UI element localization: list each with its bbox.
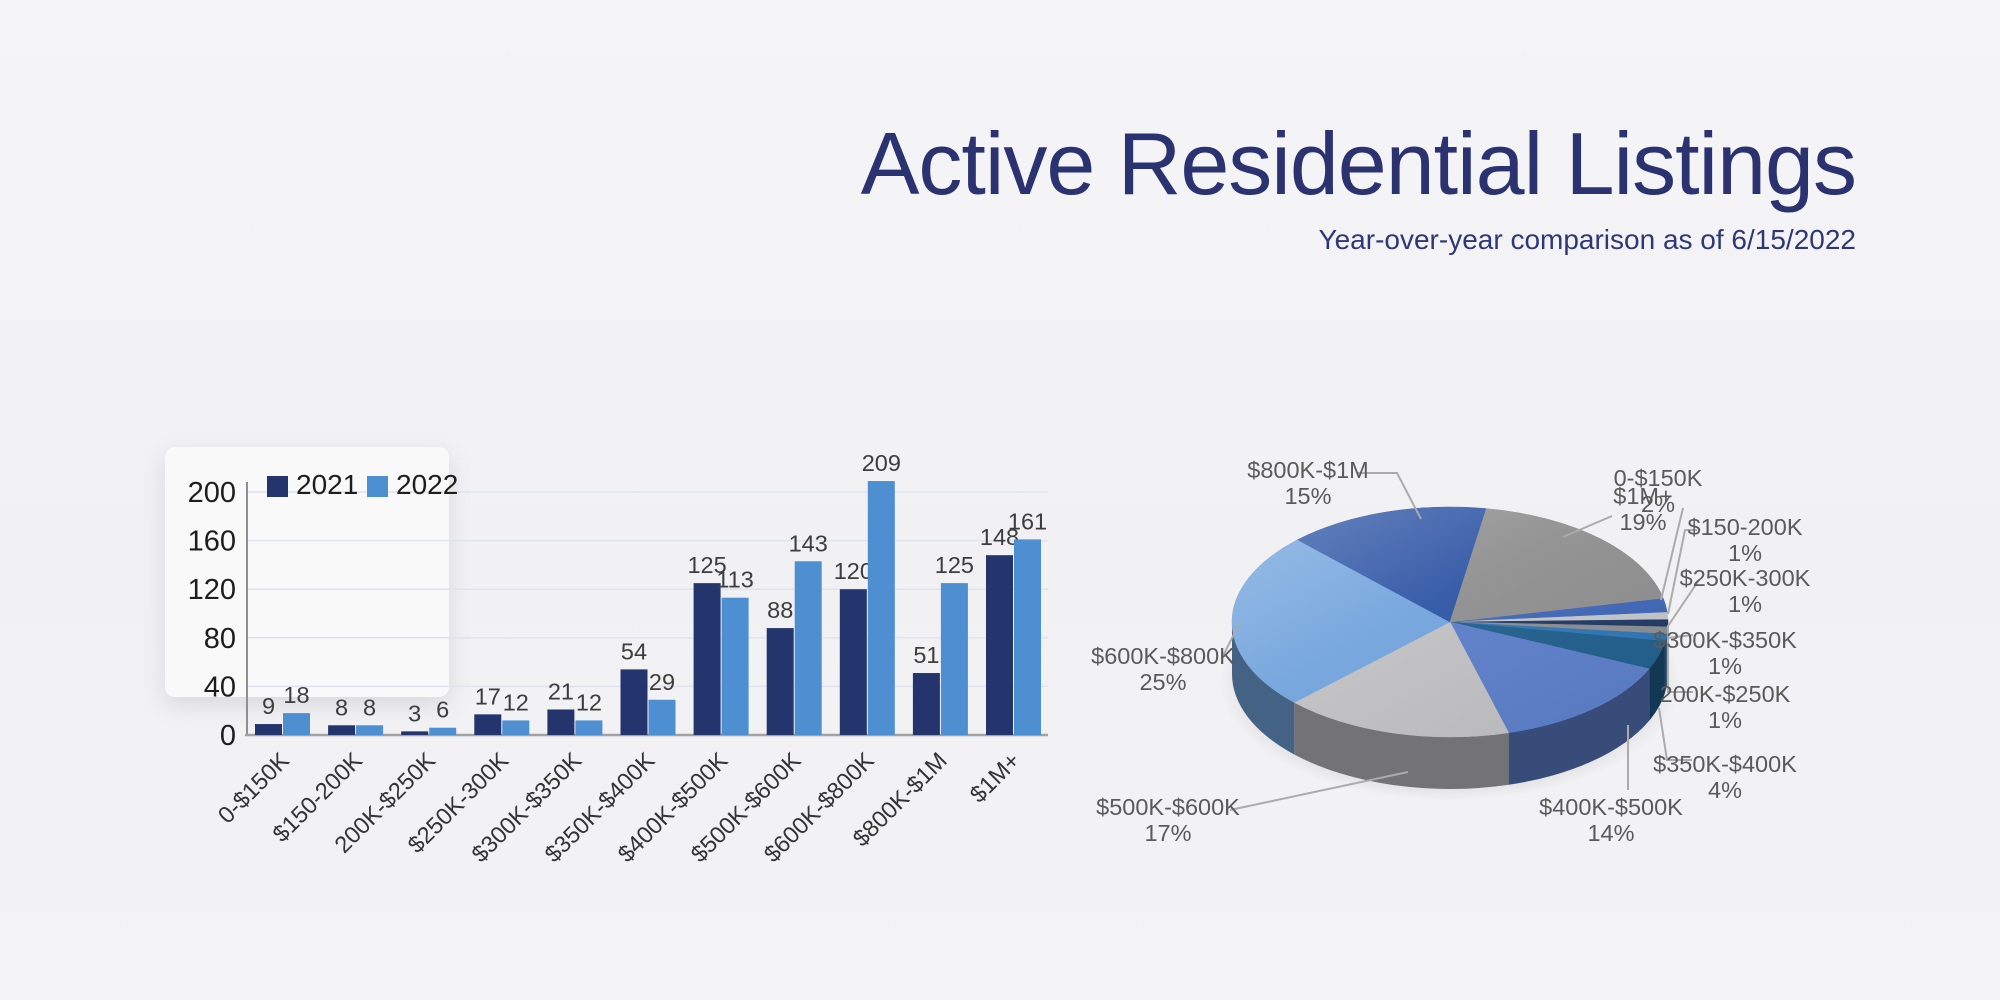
bar-value-label: 54 bbox=[621, 638, 647, 664]
bar bbox=[328, 725, 356, 735]
bar bbox=[766, 628, 794, 735]
bar-value-label: 51 bbox=[913, 642, 939, 668]
bar bbox=[986, 555, 1013, 735]
legend-label: 2022 bbox=[396, 469, 458, 500]
bar-value-label: 120 bbox=[834, 558, 873, 584]
y-tick-label: 160 bbox=[188, 526, 236, 558]
leader-line bbox=[1667, 579, 1700, 627]
pie-slice-label: $600K-$800K bbox=[1091, 643, 1235, 669]
pie-chart: 0-$150K2%$150-200K1%200K-$250K1%$250K-30… bbox=[1091, 457, 1811, 846]
bar-chart-backdrop bbox=[165, 447, 449, 697]
pie-slice-percent: 1% bbox=[1728, 540, 1762, 566]
bar bbox=[575, 720, 603, 735]
y-tick-label: 0 bbox=[220, 720, 236, 752]
bar-value-label: 9 bbox=[262, 693, 275, 719]
page-title: Active Residential Listings bbox=[860, 114, 1857, 213]
bar-chart: 0 40 80 120 160 200 9 8 3 17 21 54 125 88 120 51 148 18 8 6… bbox=[188, 450, 1048, 867]
bar-value-label: 125 bbox=[687, 552, 726, 578]
pie-slice-percent: 15% bbox=[1284, 483, 1331, 509]
page-subtitle: Year-over-year comparison as of 6/15/202… bbox=[1318, 224, 1857, 256]
leader-line bbox=[1660, 507, 1684, 601]
pie-slice-label: $350K-$400K bbox=[1653, 751, 1797, 777]
bar-value-label: 29 bbox=[649, 669, 675, 695]
pie-slice-percent: 2% bbox=[1641, 491, 1675, 517]
bar-value-label: 21 bbox=[548, 678, 574, 704]
bar bbox=[429, 727, 457, 735]
bar bbox=[648, 699, 676, 735]
bar bbox=[721, 597, 749, 735]
leader-line bbox=[1562, 515, 1613, 538]
pie-slice-label: $250K-300K bbox=[1680, 565, 1811, 591]
pie-slice-percent: 4% bbox=[1708, 777, 1742, 803]
bar bbox=[283, 713, 310, 735]
bar bbox=[356, 725, 384, 735]
bar bbox=[502, 720, 530, 735]
leader-line bbox=[1667, 529, 1697, 615]
pie-slice-percent: 1% bbox=[1708, 707, 1742, 733]
bar-value-label: 18 bbox=[283, 682, 309, 708]
bar bbox=[255, 724, 282, 735]
bar bbox=[912, 673, 940, 735]
series-2022-bars: 18 8 6 12 12 29 113 143 209 125 161 bbox=[283, 450, 1047, 735]
bar bbox=[940, 583, 968, 735]
bar-value-label: 88 bbox=[767, 597, 793, 623]
bar bbox=[794, 561, 822, 735]
legend: 2021 2022 bbox=[267, 469, 458, 500]
y-tick-label: 40 bbox=[204, 671, 236, 703]
bar-value-label: 3 bbox=[408, 700, 421, 726]
pie-slice-percent: 19% bbox=[1619, 509, 1666, 535]
leader-line bbox=[1666, 634, 1694, 639]
series-2021-bars: 9 8 3 17 21 54 125 88 120 51 148 bbox=[255, 524, 1019, 735]
bar-value-label: 125 bbox=[935, 552, 974, 578]
bar bbox=[867, 481, 895, 735]
pie-slice-label: $150-200K bbox=[1688, 514, 1803, 540]
leader-line bbox=[1658, 707, 1692, 761]
bar bbox=[474, 714, 502, 735]
bar bbox=[1014, 539, 1041, 735]
pie-slice-percent: 25% bbox=[1139, 669, 1186, 695]
header: Active Residential Listings Year-over-ye… bbox=[860, 114, 1857, 256]
y-tick-label: 120 bbox=[188, 574, 236, 606]
pie-slice-percent: 17% bbox=[1144, 820, 1191, 846]
bar-value-label: 12 bbox=[576, 689, 602, 715]
leader-line bbox=[1229, 771, 1409, 811]
legend-label: 2021 bbox=[296, 469, 358, 500]
bar bbox=[620, 669, 648, 735]
bar-value-label: 148 bbox=[980, 524, 1019, 550]
pie-slice-percent: 14% bbox=[1587, 820, 1634, 846]
bar bbox=[693, 583, 721, 735]
leader-line bbox=[1357, 472, 1422, 520]
bar-value-label: 6 bbox=[436, 697, 449, 723]
pie-slice-label: $400K-$500K bbox=[1539, 794, 1683, 820]
y-tick-label: 200 bbox=[188, 477, 236, 509]
pie-slice-label: $1M+ bbox=[1613, 483, 1672, 509]
pie-slice-label: 200K-$250K bbox=[1660, 681, 1791, 707]
bar bbox=[839, 589, 867, 735]
bar-value-label: 17 bbox=[475, 683, 501, 709]
pie-slice-label: $300K-$350K bbox=[1653, 627, 1797, 653]
bar-value-label: 113 bbox=[716, 567, 753, 593]
pie-slice-label: $500K-$600K bbox=[1096, 794, 1240, 820]
bar-value-label: 209 bbox=[862, 450, 901, 476]
pie-slice-label: $800K-$1M bbox=[1247, 457, 1369, 483]
pie-slice-percent: 1% bbox=[1728, 591, 1762, 617]
bar-value-label: 8 bbox=[335, 694, 348, 720]
bar-value-label: 143 bbox=[789, 530, 828, 556]
bar bbox=[547, 709, 575, 735]
y-tick-label: 80 bbox=[204, 623, 236, 655]
legend-swatch bbox=[367, 476, 388, 497]
leader-line bbox=[1221, 621, 1241, 659]
bar-value-label: 161 bbox=[1008, 508, 1047, 534]
pie-slice-percent: 1% bbox=[1708, 653, 1742, 679]
bar bbox=[401, 731, 429, 735]
bar-value-label: 12 bbox=[503, 689, 529, 715]
bar-value-label: 8 bbox=[363, 694, 376, 720]
legend-swatch bbox=[267, 476, 288, 497]
leader-line bbox=[1667, 625, 1693, 693]
pie-slice-label: 0-$150K bbox=[1614, 465, 1703, 491]
